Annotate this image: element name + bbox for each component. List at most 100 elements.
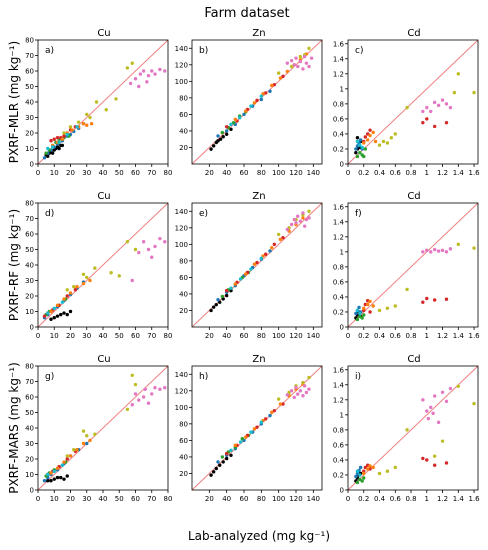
panel-d-point (146, 247, 151, 252)
panel-d-point (55, 303, 60, 307)
panel-e-point (276, 232, 281, 237)
panel-d-point (72, 285, 76, 289)
panel-h-y-tick-label: 80 (179, 420, 188, 428)
panel-b-point (270, 83, 274, 88)
panel-a-x-tick-label: 60 (131, 169, 140, 177)
panel-g-x-tick-label: 10 (50, 495, 59, 503)
panel-i-y-tick-label: 1 (340, 411, 344, 419)
panel-e-point (270, 245, 274, 250)
panel-b-x-tick-label: 60 (240, 169, 249, 177)
panel-g-point (158, 387, 162, 391)
panel-b-point (229, 122, 233, 127)
panel-d-point (46, 311, 50, 315)
panel-d-y-tick-label: 20 (25, 293, 34, 301)
panel-d-point (60, 300, 65, 304)
panel-e-point (229, 288, 233, 293)
panel-g-point (59, 475, 63, 480)
panel-c-y-tick-label: 0.8 (333, 100, 344, 108)
panel-e-point (244, 272, 248, 276)
panel-c-point (421, 109, 425, 114)
panel-d-point (158, 236, 162, 241)
panel-f-point (362, 306, 366, 310)
panel-e-point (252, 262, 257, 266)
panel-g-y-tick-label: 60 (25, 394, 34, 402)
panel-g-y-tick-label: 70 (25, 378, 34, 386)
panel-i-point (429, 405, 433, 410)
panel-a-point (141, 69, 146, 73)
panel-e-x-tick-label: 120 (289, 332, 302, 340)
col-title-cd-r1: Cd (407, 191, 420, 202)
panel-h-point (272, 408, 277, 413)
panel-c-point (358, 143, 362, 147)
figure-title: Farm dataset (204, 6, 289, 21)
panel-d-point (73, 288, 78, 292)
panel-d-point (65, 288, 69, 292)
panel-g-y-tick-label: 50 (25, 409, 34, 417)
panel-f-y-tick-label: 0.6 (333, 278, 345, 286)
panel-a-point (55, 135, 60, 140)
panel-h-point (255, 425, 259, 429)
panel-c-y-tick-label: 0.4 (333, 130, 345, 138)
panel-f-frame (347, 202, 479, 328)
panel-h-x-tick-label: 40 (222, 495, 231, 503)
panel-h-point (276, 397, 281, 401)
panel-h-point (229, 453, 233, 457)
panels-group: 0010102020303040405050606070708080a)2020… (25, 37, 480, 504)
panel-b-point (224, 129, 229, 133)
panel-g-x-tick-label: 0 (36, 495, 40, 503)
panel-g-point (52, 469, 56, 474)
panel-i-x-tick-label: 0.6 (390, 495, 402, 503)
panel-g-point (130, 403, 134, 407)
panel-b-point (296, 64, 300, 69)
panel-e-point (249, 267, 253, 271)
panel-e-x-tick-label: 60 (240, 332, 249, 340)
panel-c-point (436, 103, 441, 108)
panel-g-point (93, 432, 97, 436)
panel-i-point (432, 394, 437, 398)
panel-a-point (81, 122, 86, 126)
panel-i-y-tick-label: 0.8 (333, 426, 344, 434)
panel-g-point (60, 463, 65, 467)
panel-c-point (365, 138, 370, 142)
panel-d-x-tick-label: 30 (82, 332, 91, 340)
panel-f-point (362, 313, 366, 317)
panel-a-point (42, 156, 47, 160)
panel-i-point (432, 454, 437, 458)
panel-g-x-tick-label: 60 (131, 495, 140, 503)
panel-e-point (301, 216, 305, 220)
panel-c-point (389, 135, 394, 140)
panel-b-point (237, 116, 242, 120)
panel-a-x-tick-label: 30 (82, 169, 91, 177)
panel-b-point (292, 63, 296, 67)
col-title-zn-r2: Zn (252, 354, 265, 365)
panel-g-y-tick-label: 30 (25, 440, 34, 448)
panel-b-point (221, 135, 225, 139)
panel-h-point (302, 384, 307, 388)
panel-a-point (125, 66, 130, 70)
panel-c-point (393, 132, 397, 136)
panel-c-point (362, 154, 366, 159)
panel-i-y-tick-label: 1.6 (333, 366, 345, 374)
panel-i-point (358, 473, 362, 477)
panel-c-point (452, 90, 457, 95)
panel-g-point (141, 395, 146, 399)
panel-g-point (125, 407, 130, 412)
panel-d-point (59, 312, 63, 317)
panel-i-y-tick-label: 0.2 (333, 471, 344, 479)
panel-c-x-tick-label: 0 (346, 169, 350, 177)
panel-c-x-tick-label: 0.2 (358, 169, 369, 177)
panel-c-point (360, 145, 364, 150)
panel-b-point (220, 130, 225, 135)
panel-i-point (421, 398, 425, 402)
panel-g-y-tick-label: 0 (30, 487, 34, 495)
panel-c-frame (347, 39, 479, 165)
panel-g-y-tick-label: 20 (25, 456, 34, 464)
panel-a-point (57, 140, 61, 144)
panel-i-point (444, 461, 449, 465)
panel-b-x-tick-label: 20 (205, 169, 214, 177)
panel-e-point (307, 209, 311, 213)
panel-b-x-tick-label: 80 (257, 169, 266, 177)
panel-e-y-tick-label: 100 (175, 241, 188, 249)
panel-b-x-tick-label: 120 (289, 169, 302, 177)
panel-c-point (429, 109, 433, 114)
